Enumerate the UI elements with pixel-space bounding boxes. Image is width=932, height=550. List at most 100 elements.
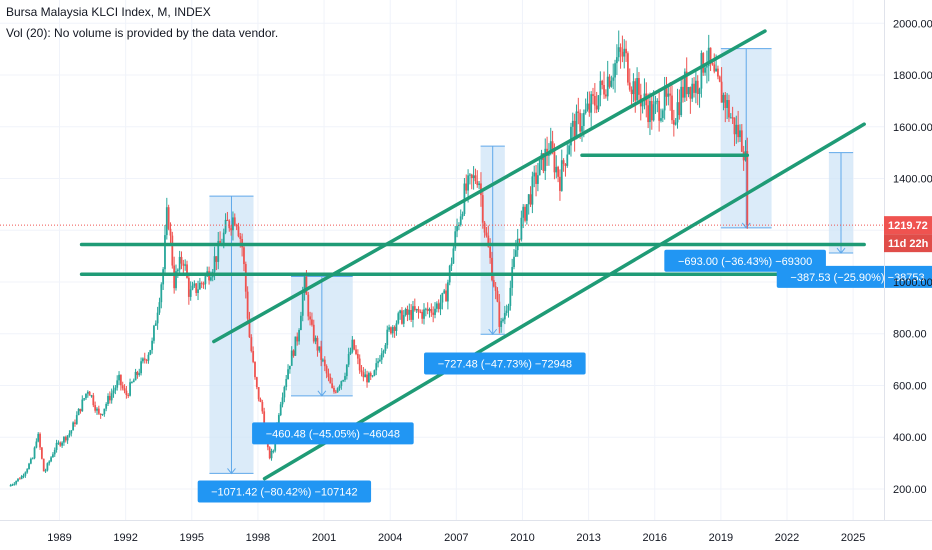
candle-body bbox=[136, 371, 139, 375]
candle-body bbox=[458, 224, 460, 227]
candle-body bbox=[254, 361, 256, 378]
candle-body bbox=[74, 422, 76, 424]
candle-body bbox=[77, 408, 80, 416]
candle-body bbox=[312, 324, 315, 342]
candle-body bbox=[641, 99, 644, 107]
candle-body bbox=[261, 402, 264, 412]
candle-body bbox=[314, 337, 317, 342]
candle-body bbox=[347, 353, 350, 365]
candle-body bbox=[423, 309, 425, 319]
candle-body bbox=[311, 319, 313, 325]
candle-body bbox=[53, 449, 56, 455]
time-axis[interactable]: 1989 1992 1995 1998 2001 2004 2007 2010 2013 2016… bbox=[47, 532, 865, 544]
candle-body bbox=[413, 306, 416, 311]
candle-body bbox=[132, 380, 135, 383]
candle-body bbox=[669, 93, 672, 96]
time-tick-label: 2007 bbox=[444, 532, 468, 544]
candle-body bbox=[228, 220, 231, 229]
candle-body bbox=[452, 248, 455, 264]
candle-body bbox=[384, 345, 387, 351]
candle-body bbox=[257, 387, 260, 400]
price-tick-label: 200.00 bbox=[893, 484, 927, 496]
candle-body bbox=[248, 318, 251, 338]
range-measurements[interactable] bbox=[209, 48, 854, 475]
price-axis[interactable]: 200.00400.00600.00800.001000.001200.0014… bbox=[884, 18, 932, 496]
volume-note: Vol (20): No volume is provided by the d… bbox=[6, 26, 279, 40]
candle-body bbox=[689, 87, 692, 99]
candle-body bbox=[527, 194, 530, 205]
candle-body bbox=[500, 320, 503, 327]
candle-body bbox=[366, 374, 368, 383]
candle-body bbox=[733, 117, 736, 135]
chart-title: Bursa Malaysia KLCI Index, M, INDEX bbox=[6, 5, 211, 19]
candle-body bbox=[525, 204, 528, 221]
candle-body bbox=[127, 395, 130, 397]
price-tick-label: 2000.00 bbox=[893, 18, 932, 30]
candle-body bbox=[336, 388, 339, 393]
candle-body bbox=[24, 472, 27, 476]
candle-body bbox=[156, 312, 159, 324]
candle-body bbox=[562, 160, 565, 164]
time-tick-label: 1998 bbox=[246, 532, 270, 544]
candle-body bbox=[351, 339, 354, 352]
candle-body bbox=[419, 311, 422, 313]
candle-body bbox=[406, 308, 409, 315]
candle-body bbox=[548, 154, 550, 156]
candle-body bbox=[647, 105, 650, 123]
candle-body bbox=[367, 373, 370, 383]
candle-body bbox=[678, 102, 681, 116]
candle-body bbox=[483, 222, 486, 233]
candle-body bbox=[404, 308, 407, 316]
horizontal-levels[interactable] bbox=[0, 153, 884, 276]
candle-body bbox=[737, 124, 740, 138]
candle-body bbox=[138, 373, 141, 375]
range-arrow-head bbox=[741, 222, 751, 229]
candle-body bbox=[70, 430, 73, 434]
candle-body bbox=[412, 306, 414, 320]
candle-body bbox=[529, 194, 532, 205]
candle-body bbox=[290, 350, 293, 366]
candle-body bbox=[531, 176, 534, 205]
candle-body bbox=[627, 53, 629, 83]
candle-body bbox=[549, 141, 552, 155]
trend-line-0[interactable] bbox=[212, 29, 767, 344]
candle-body bbox=[40, 447, 43, 459]
candle-body bbox=[446, 282, 449, 302]
candle-body bbox=[524, 206, 526, 221]
candle-body bbox=[461, 213, 464, 217]
candle-body bbox=[459, 216, 462, 225]
candle-body bbox=[167, 207, 170, 229]
candle-body bbox=[390, 327, 392, 334]
candle-body bbox=[735, 124, 738, 135]
trend-lines[interactable] bbox=[212, 29, 866, 481]
candle-body bbox=[288, 365, 291, 370]
candle-body bbox=[29, 458, 32, 464]
candle-body bbox=[193, 283, 196, 286]
candle-body bbox=[270, 450, 273, 459]
candle-body bbox=[277, 415, 280, 424]
candle-body bbox=[175, 271, 177, 289]
candle-body bbox=[35, 441, 38, 448]
trend-line-1[interactable] bbox=[262, 122, 866, 481]
candle-body bbox=[379, 359, 381, 362]
candle-body bbox=[513, 256, 515, 268]
candle-body bbox=[717, 68, 719, 77]
candle-body bbox=[97, 408, 100, 414]
candle-body bbox=[430, 309, 433, 313]
candle-body bbox=[650, 101, 653, 121]
candle-body bbox=[632, 81, 635, 95]
candle-body bbox=[235, 225, 238, 227]
candle-body bbox=[693, 83, 695, 93]
candle-body bbox=[709, 47, 712, 63]
candle-body bbox=[37, 433, 40, 442]
candle-body bbox=[134, 371, 137, 381]
candle-body bbox=[318, 346, 321, 351]
time-tick-label: 2025 bbox=[841, 532, 865, 544]
candle-body bbox=[31, 458, 34, 460]
candle-body bbox=[114, 387, 117, 391]
candle-body bbox=[417, 308, 420, 312]
candle-body bbox=[287, 369, 289, 380]
candle-body bbox=[81, 399, 84, 412]
candle-body bbox=[718, 76, 721, 82]
